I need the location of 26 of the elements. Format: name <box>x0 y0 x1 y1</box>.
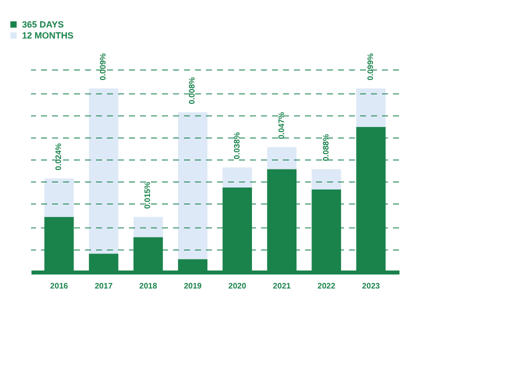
annotation: 0.099% <box>366 53 375 80</box>
annotation: 0.038% <box>232 132 242 160</box>
x-tick-label: 2017 <box>94 282 114 290</box>
bar <box>88 88 118 254</box>
bar <box>44 178 74 217</box>
annotation: 0.024% <box>54 143 64 170</box>
bar <box>133 216 163 238</box>
bar <box>312 169 342 190</box>
x-tick-label: 2022 <box>317 282 336 290</box>
bar <box>356 88 386 127</box>
x-tick-label: 2021 <box>272 282 292 290</box>
annotation: 0.008% <box>188 77 197 104</box>
x-tick-label: 2016 <box>50 282 69 290</box>
annotation: 0.047% <box>276 112 286 140</box>
x-tick-label: 2018 <box>139 282 158 290</box>
bar <box>222 167 252 188</box>
bar <box>267 147 297 170</box>
x-tick-label: 2023 <box>362 282 380 290</box>
annotation: 0.015% <box>143 182 152 209</box>
legend-label: 365 DAYS <box>22 20 64 30</box>
x-tick-label: 2020 <box>228 282 247 290</box>
bar <box>178 112 208 260</box>
annotation: 0.088% <box>321 134 330 162</box>
legend-label: 12 MONTHS <box>22 30 74 40</box>
annotation: 0.009% <box>98 53 108 80</box>
x-tick-label: 2019 <box>184 282 202 290</box>
